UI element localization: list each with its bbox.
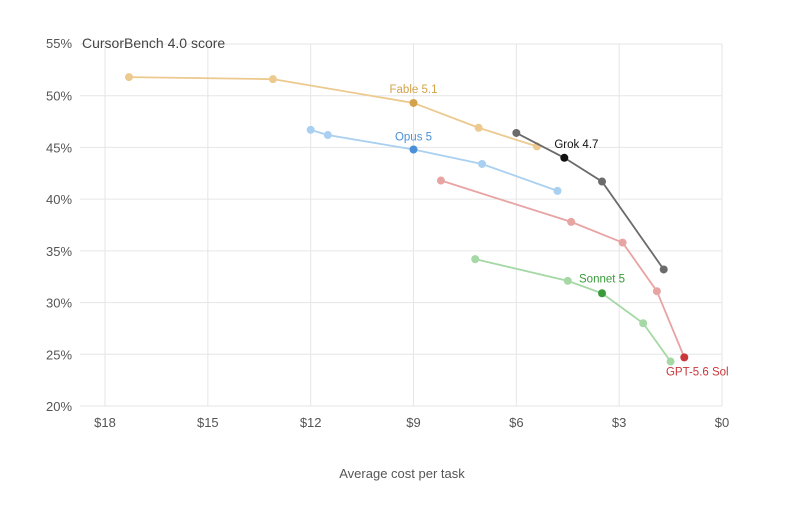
axis-layer: 20% 25% 30% 35% 40% 45% 50% 55% $18 $15 $12 $9 $6 $3 $… [46, 36, 729, 430]
y-tick-label: 45% [46, 140, 72, 155]
series-layer [124, 73, 689, 366]
x-axis-label: Average cost per task [339, 466, 465, 481]
x-tick-label: $3 [612, 415, 626, 430]
x-tick-label: $9 [406, 415, 420, 430]
data-point [306, 125, 315, 134]
y-tick-label: 30% [46, 296, 72, 311]
label-layer: Fable 5.1 Opus 5 Grok 4.7 GPT-5.6 Sol Sonnet… [390, 84, 729, 378]
data-point [666, 357, 675, 366]
x-tick-label: $0 [715, 415, 729, 430]
series-label: Sonnet 5 [579, 273, 625, 285]
data-point [553, 186, 562, 195]
highlight-point [560, 153, 569, 162]
series-label: Grok 4.7 [554, 139, 598, 151]
data-point [512, 128, 521, 137]
data-point [268, 75, 277, 84]
y-tick-label: 50% [46, 89, 72, 104]
highlight-point [598, 289, 607, 298]
series-label: GPT-5.6 Sol [666, 366, 729, 378]
y-tick-label: 35% [46, 244, 72, 259]
highlight-point [409, 145, 418, 154]
data-point [471, 255, 480, 264]
series-line [474, 258, 672, 363]
series-label: Opus 5 [395, 131, 432, 143]
x-tick-label: $6 [509, 415, 523, 430]
data-point [124, 73, 133, 82]
series-gpt-5-6-sol [436, 176, 689, 362]
x-tick-label: $12 [300, 415, 322, 430]
y-tick-label: 40% [46, 192, 72, 207]
highlight-point [680, 353, 689, 362]
series-grok-4-7 [512, 128, 668, 274]
chart-title: CursorBench 4.0 score [82, 35, 225, 51]
data-point [652, 287, 661, 296]
y-tick-label: 20% [46, 399, 72, 414]
grid-layer [80, 43, 723, 407]
data-point [639, 319, 648, 328]
x-tick-label: $18 [94, 415, 116, 430]
highlight-point [409, 98, 418, 107]
data-point [563, 276, 572, 285]
series-line [515, 132, 665, 270]
series-label: Fable 5.1 [390, 84, 438, 96]
data-point [598, 177, 607, 186]
data-point [436, 176, 445, 185]
y-tick-label: 25% [46, 347, 72, 362]
series-sonnet-5 [471, 255, 675, 366]
data-point [323, 131, 332, 140]
x-tick-label: $15 [197, 415, 219, 430]
data-point [474, 123, 483, 132]
series-opus-5 [306, 125, 562, 195]
data-point [567, 217, 576, 226]
data-point [659, 265, 668, 274]
data-point [478, 159, 487, 168]
series-fable-5-1 [124, 73, 541, 151]
series-line [310, 128, 558, 192]
y-tick-label: 55% [46, 36, 72, 51]
data-point [618, 238, 627, 247]
